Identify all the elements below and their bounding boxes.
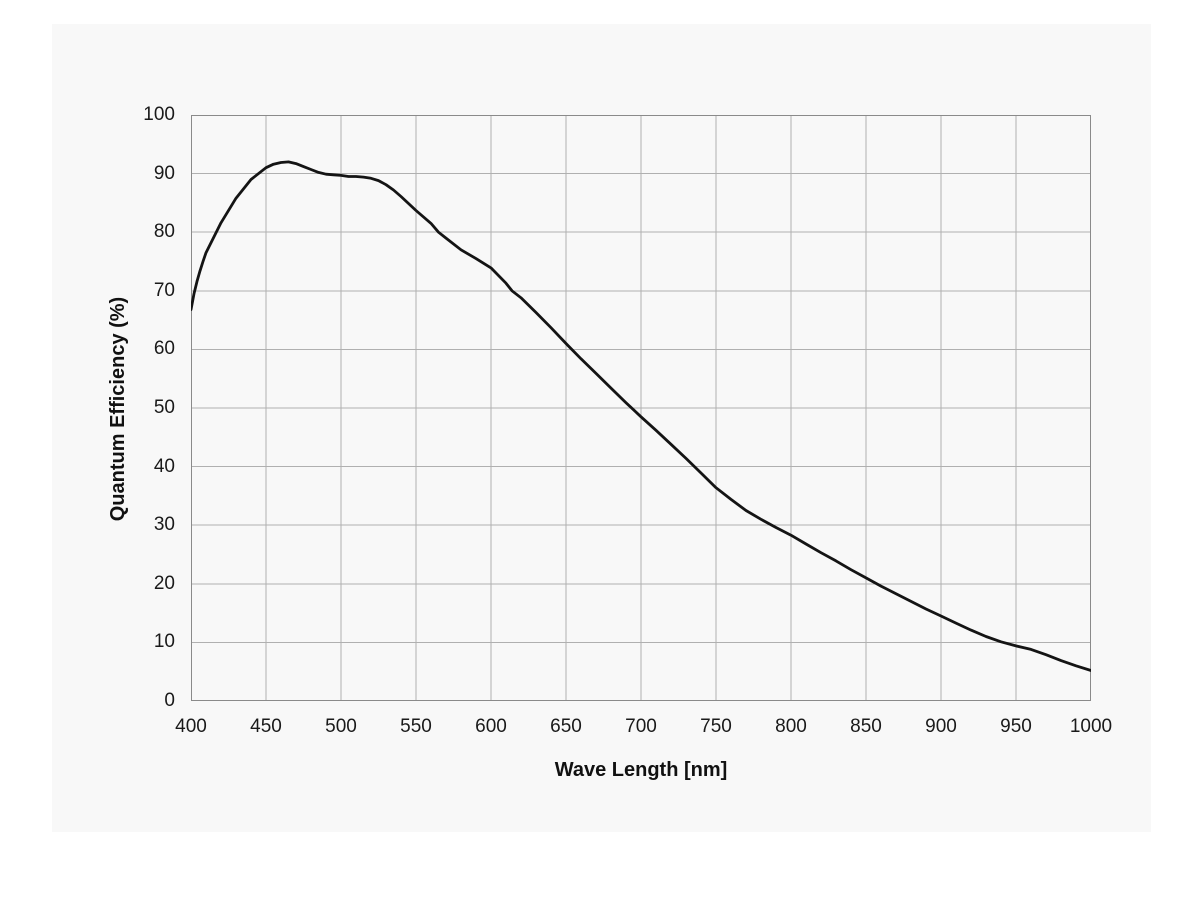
x-tick-label: 500 <box>325 716 357 737</box>
x-tick-label: 600 <box>475 716 507 737</box>
plot-area <box>191 115 1091 701</box>
x-tick-label: 750 <box>700 716 732 737</box>
x-tick-label: 400 <box>175 716 207 737</box>
y-tick-label: 0 <box>164 690 175 711</box>
x-tick-label: 1000 <box>1069 716 1113 737</box>
y-tick-label: 100 <box>143 104 175 125</box>
x-tick-label: 700 <box>625 716 657 737</box>
y-tick-label: 60 <box>153 338 175 360</box>
y-tick-label: 10 <box>153 631 175 653</box>
y-tick-label: 50 <box>153 397 175 418</box>
y-tick-label: 40 <box>153 455 175 477</box>
x-tick-label: 650 <box>550 716 582 737</box>
y-tick-label: 80 <box>153 221 175 243</box>
x-tick-label: 800 <box>775 716 807 737</box>
x-tick-label: 550 <box>400 716 432 737</box>
x-axis-title: Wave Length [nm] <box>554 759 728 781</box>
plot-frame <box>191 115 1091 701</box>
chart-panel: Quantum Efficiency (%) 0 10 20 30 40 50 60 70 80… <box>52 24 1151 832</box>
x-tick-label: 450 <box>250 716 282 737</box>
y-tick-label: 90 <box>153 162 175 184</box>
y-tick-label: 70 <box>153 279 175 301</box>
y-tick-label: 20 <box>153 572 175 594</box>
x-tick-label: 850 <box>850 716 882 737</box>
qe-curve-line <box>191 160 1091 672</box>
x-tick-label: 900 <box>925 716 957 737</box>
x-tick-label: 950 <box>1000 716 1032 737</box>
y-tick-label: 30 <box>153 514 175 536</box>
